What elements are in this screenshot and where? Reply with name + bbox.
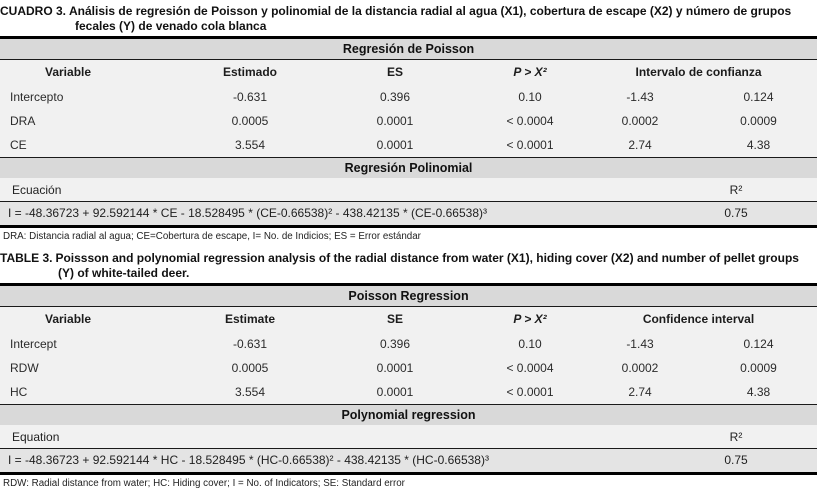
- poisson-regression-table-spanish: Regresión de Poisson Variable Estimado E…: [0, 36, 817, 228]
- header-p-chi2: P > X²: [513, 65, 547, 79]
- equation-header-row: Equation R²: [0, 425, 817, 449]
- header-confidence-interval: Confidence interval: [642, 312, 755, 326]
- cell-variable: Intercepto: [10, 90, 64, 104]
- cell-ci-high: 0.0009: [740, 361, 777, 375]
- header-se: ES: [386, 65, 403, 79]
- table-3-block: TABLE 3. Poissson and polynomial regressi…: [0, 251, 817, 490]
- table-title-text: Poissson and polynomial regression analy…: [55, 251, 799, 280]
- r-squared-value: 0.75: [724, 453, 748, 467]
- paper-page: CUADRO 3. Análisis de regresión de Poisso…: [0, 4, 817, 490]
- equation-label: Ecuación: [12, 183, 62, 197]
- cell-variable: HC: [10, 385, 28, 399]
- header-estimate: Estimado: [222, 65, 277, 79]
- cell-variable: RDW: [10, 361, 39, 375]
- table-footnote-english: RDW: Radial distance from water; HC: Hid…: [3, 478, 405, 489]
- table-footnote-spanish: DRA: Distancia radial al agua; CE=Cobert…: [3, 231, 421, 242]
- equation-value-row: I = -48.36723 + 92.592144 * CE - 18.5284…: [0, 202, 817, 225]
- table-row: Intercept -0.631 0.396 0.10 -1.43 0.124: [0, 332, 817, 356]
- table-title-spanish: CUADRO 3. Análisis de regresión de Poisso…: [0, 4, 815, 34]
- cell-p: 0.10: [518, 337, 542, 351]
- cell-variable: Intercept: [10, 337, 57, 351]
- table-title-label: CUADRO 3.: [0, 4, 67, 18]
- cell-ci-low: 0.0002: [621, 114, 659, 128]
- header-p-chi2: P > X²: [513, 312, 547, 326]
- cell-se: 0.0001: [376, 361, 414, 375]
- cell-ci-low: -1.43: [626, 337, 654, 351]
- section-header-polynomial: Polynomial regression: [0, 404, 817, 425]
- cell-ci-high: 0.0009: [740, 114, 777, 128]
- cell-se: 0.0001: [376, 138, 414, 152]
- cell-estimate: -0.631: [232, 337, 268, 351]
- column-header-row: Variable Estimado ES P > X² Intervalo de…: [0, 60, 817, 85]
- equation-label: Equation: [12, 430, 60, 444]
- equation-header-row: Ecuación R²: [0, 178, 817, 202]
- table-title-label: TABLE 3.: [0, 251, 53, 265]
- cell-p: < 0.0001: [506, 138, 554, 152]
- section-header-polynomial: Regresión Polinomial: [0, 157, 817, 178]
- cell-ci-low: -1.43: [626, 90, 654, 104]
- cell-ci-low: 2.74: [628, 385, 652, 399]
- cell-estimate: 3.554: [234, 138, 266, 152]
- cell-ci-high: 4.38: [746, 385, 771, 399]
- cell-estimate: 0.0005: [231, 361, 269, 375]
- equation-text: I = -48.36723 + 92.592144 * CE - 18.5284…: [8, 206, 487, 220]
- r-squared-label: R²: [729, 183, 743, 197]
- cell-ci-high: 0.124: [743, 337, 774, 351]
- header-variable: Variable: [45, 65, 92, 79]
- column-header-row: Variable Estimate SE P > X² Confidence i…: [0, 307, 817, 332]
- table-title-text: Análisis de regresión de Poisson y polin…: [69, 4, 792, 33]
- r-squared-label: R²: [729, 430, 743, 444]
- equation-value-row: I = -48.36723 + 92.592144 * HC - 18.5284…: [0, 449, 817, 472]
- cell-ci-high: 4.38: [746, 138, 771, 152]
- section-header-poisson: Poisson Regression: [0, 286, 817, 307]
- cell-p: < 0.0001: [506, 385, 554, 399]
- cell-estimate: 3.554: [234, 385, 266, 399]
- equation-text: I = -48.36723 + 92.592144 * HC - 18.5284…: [8, 453, 489, 467]
- cell-variable: DRA: [10, 114, 36, 128]
- header-se: SE: [386, 312, 403, 326]
- table-row: Intercepto -0.631 0.396 0.10 -1.43 0.124: [0, 85, 817, 109]
- cell-p: < 0.0004: [506, 114, 554, 128]
- table-row: HC 3.554 0.0001 < 0.0001 2.74 4.38: [0, 380, 817, 404]
- cell-ci-low: 0.0002: [621, 361, 659, 375]
- cell-se: 0.0001: [376, 385, 414, 399]
- cell-estimate: 0.0005: [231, 114, 269, 128]
- cell-estimate: -0.631: [232, 90, 268, 104]
- cuadro-3-block: CUADRO 3. Análisis de regresión de Poisso…: [0, 4, 817, 243]
- table-title-english: TABLE 3. Poissson and polynomial regressi…: [0, 251, 815, 281]
- cell-p: < 0.0004: [506, 361, 554, 375]
- header-confidence-interval: Intervalo de confianza: [635, 65, 762, 79]
- section-header-poisson: Regresión de Poisson: [0, 39, 817, 60]
- cell-ci-high: 0.124: [743, 90, 774, 104]
- cell-ci-low: 2.74: [628, 138, 652, 152]
- table-row: DRA 0.0005 0.0001 < 0.0004 0.0002 0.0009: [0, 109, 817, 133]
- cell-se: 0.0001: [376, 114, 414, 128]
- header-variable: Variable: [45, 312, 92, 326]
- poisson-regression-table-english: Poisson Regression Variable Estimate SE …: [0, 283, 817, 475]
- table-row: CE 3.554 0.0001 < 0.0001 2.74 4.38: [0, 133, 817, 157]
- cell-p: 0.10: [518, 90, 542, 104]
- cell-se: 0.396: [379, 90, 411, 104]
- table-row: RDW 0.0005 0.0001 < 0.0004 0.0002 0.0009: [0, 356, 817, 380]
- cell-variable: CE: [10, 138, 27, 152]
- r-squared-value: 0.75: [724, 206, 748, 220]
- header-estimate: Estimate: [224, 312, 276, 326]
- cell-se: 0.396: [379, 337, 411, 351]
